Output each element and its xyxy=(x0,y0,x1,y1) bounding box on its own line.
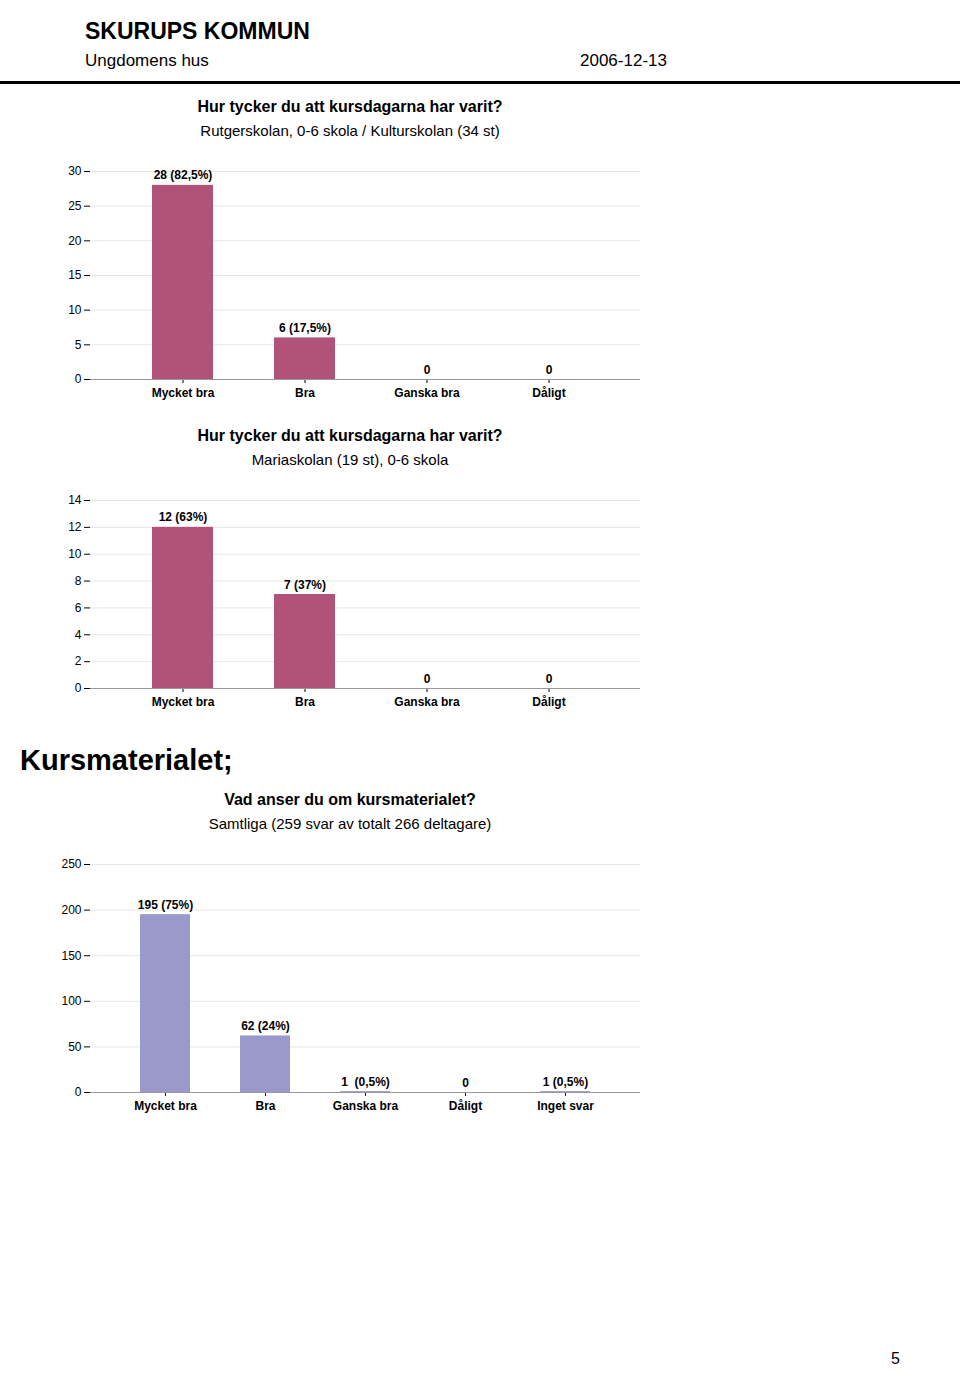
svg-text:Inget svar: Inget svar xyxy=(537,1099,594,1113)
html-text:Mariaskolan (19 st), 0-6 skola: Mariaskolan (19 st), 0-6 skola xyxy=(251,451,449,468)
svg-text:200: 200 xyxy=(61,903,81,917)
svg-text:8: 8 xyxy=(75,574,82,588)
svg-text:15: 15 xyxy=(68,268,82,282)
svg-text:0: 0 xyxy=(462,1076,469,1090)
svg-text:50: 50 xyxy=(68,1040,82,1054)
svg-text:62 (24%): 62 (24%) xyxy=(241,1019,290,1033)
svg-text:0: 0 xyxy=(546,672,553,686)
html-text:Rutgerskolan, 0-6 skola / Kult: Rutgerskolan, 0-6 skola / Kulturskolan (… xyxy=(200,122,500,139)
svg-text:Dåligt: Dåligt xyxy=(532,386,565,400)
svg-text:1 (0,5%): 1 (0,5%) xyxy=(543,1075,588,1089)
svg-text:1 (0,5%): 1 (0,5%) xyxy=(341,1075,390,1089)
svg-text:0: 0 xyxy=(546,363,553,377)
html-text:2006-12-13: 2006-12-13 xyxy=(580,51,667,70)
svg-text:10: 10 xyxy=(68,303,82,317)
svg-text:Dåligt: Dåligt xyxy=(449,1099,482,1113)
svg-text:20: 20 xyxy=(68,234,82,248)
svg-text:5: 5 xyxy=(75,338,82,352)
svg-text:Mycket bra: Mycket bra xyxy=(152,386,215,400)
svg-text:2: 2 xyxy=(75,654,82,668)
svg-text:0: 0 xyxy=(424,672,431,686)
svg-text:Bra: Bra xyxy=(295,386,315,400)
svg-text:Ganska bra: Ganska bra xyxy=(333,1099,399,1113)
svg-text:12: 12 xyxy=(68,520,82,534)
svg-text:28 (82,5%): 28 (82,5%) xyxy=(154,168,213,182)
svg-text:6: 6 xyxy=(75,601,82,615)
svg-text:25: 25 xyxy=(68,199,82,213)
svg-text:10: 10 xyxy=(68,547,82,561)
svg-text:150: 150 xyxy=(61,949,81,963)
svg-text:0: 0 xyxy=(75,1085,82,1099)
svg-text:195 (75%): 195 (75%) xyxy=(138,898,193,912)
html-text:Vad anser du om kursmaterialet: Vad anser du om kursmaterialet? xyxy=(224,791,476,808)
svg-text:14: 14 xyxy=(68,493,82,507)
svg-text:Dåligt: Dåligt xyxy=(532,695,565,709)
svg-text:0: 0 xyxy=(75,372,82,386)
svg-text:7 (37%): 7 (37%) xyxy=(284,578,326,592)
svg-text:Mycket bra: Mycket bra xyxy=(152,695,215,709)
html-text:Hur tycker du att kursdagarna: Hur tycker du att kursdagarna har varit? xyxy=(197,98,503,115)
html-text:Hur tycker du att kursdagarna: Hur tycker du att kursdagarna har varit? xyxy=(197,427,503,444)
svg-text:Mycket bra: Mycket bra xyxy=(134,1099,197,1113)
svg-text:Bra: Bra xyxy=(255,1099,275,1113)
html-text:Ungdomens hus: Ungdomens hus xyxy=(85,51,209,70)
html-text:SKURUPS KOMMUN: SKURUPS KOMMUN xyxy=(85,18,310,44)
svg-text:6 (17,5%): 6 (17,5%) xyxy=(279,321,331,335)
svg-text:0: 0 xyxy=(424,363,431,377)
svg-text:Ganska bra: Ganska bra xyxy=(394,386,460,400)
svg-text:0: 0 xyxy=(75,681,82,695)
svg-text:Ganska bra: Ganska bra xyxy=(394,695,460,709)
svg-text:12 (63%): 12 (63%) xyxy=(159,510,208,524)
html-text:5: 5 xyxy=(891,1350,900,1367)
svg-text:30: 30 xyxy=(68,164,82,178)
svg-text:4: 4 xyxy=(75,628,82,642)
svg-text:250: 250 xyxy=(61,857,81,871)
svg-text:Bra: Bra xyxy=(295,695,315,709)
svg-text:100: 100 xyxy=(61,994,81,1008)
html-text:Kursmaterialet;: Kursmaterialet; xyxy=(20,744,233,776)
html-text:Samtliga (259 svar av totalt 2: Samtliga (259 svar av totalt 266 deltaga… xyxy=(208,815,492,832)
